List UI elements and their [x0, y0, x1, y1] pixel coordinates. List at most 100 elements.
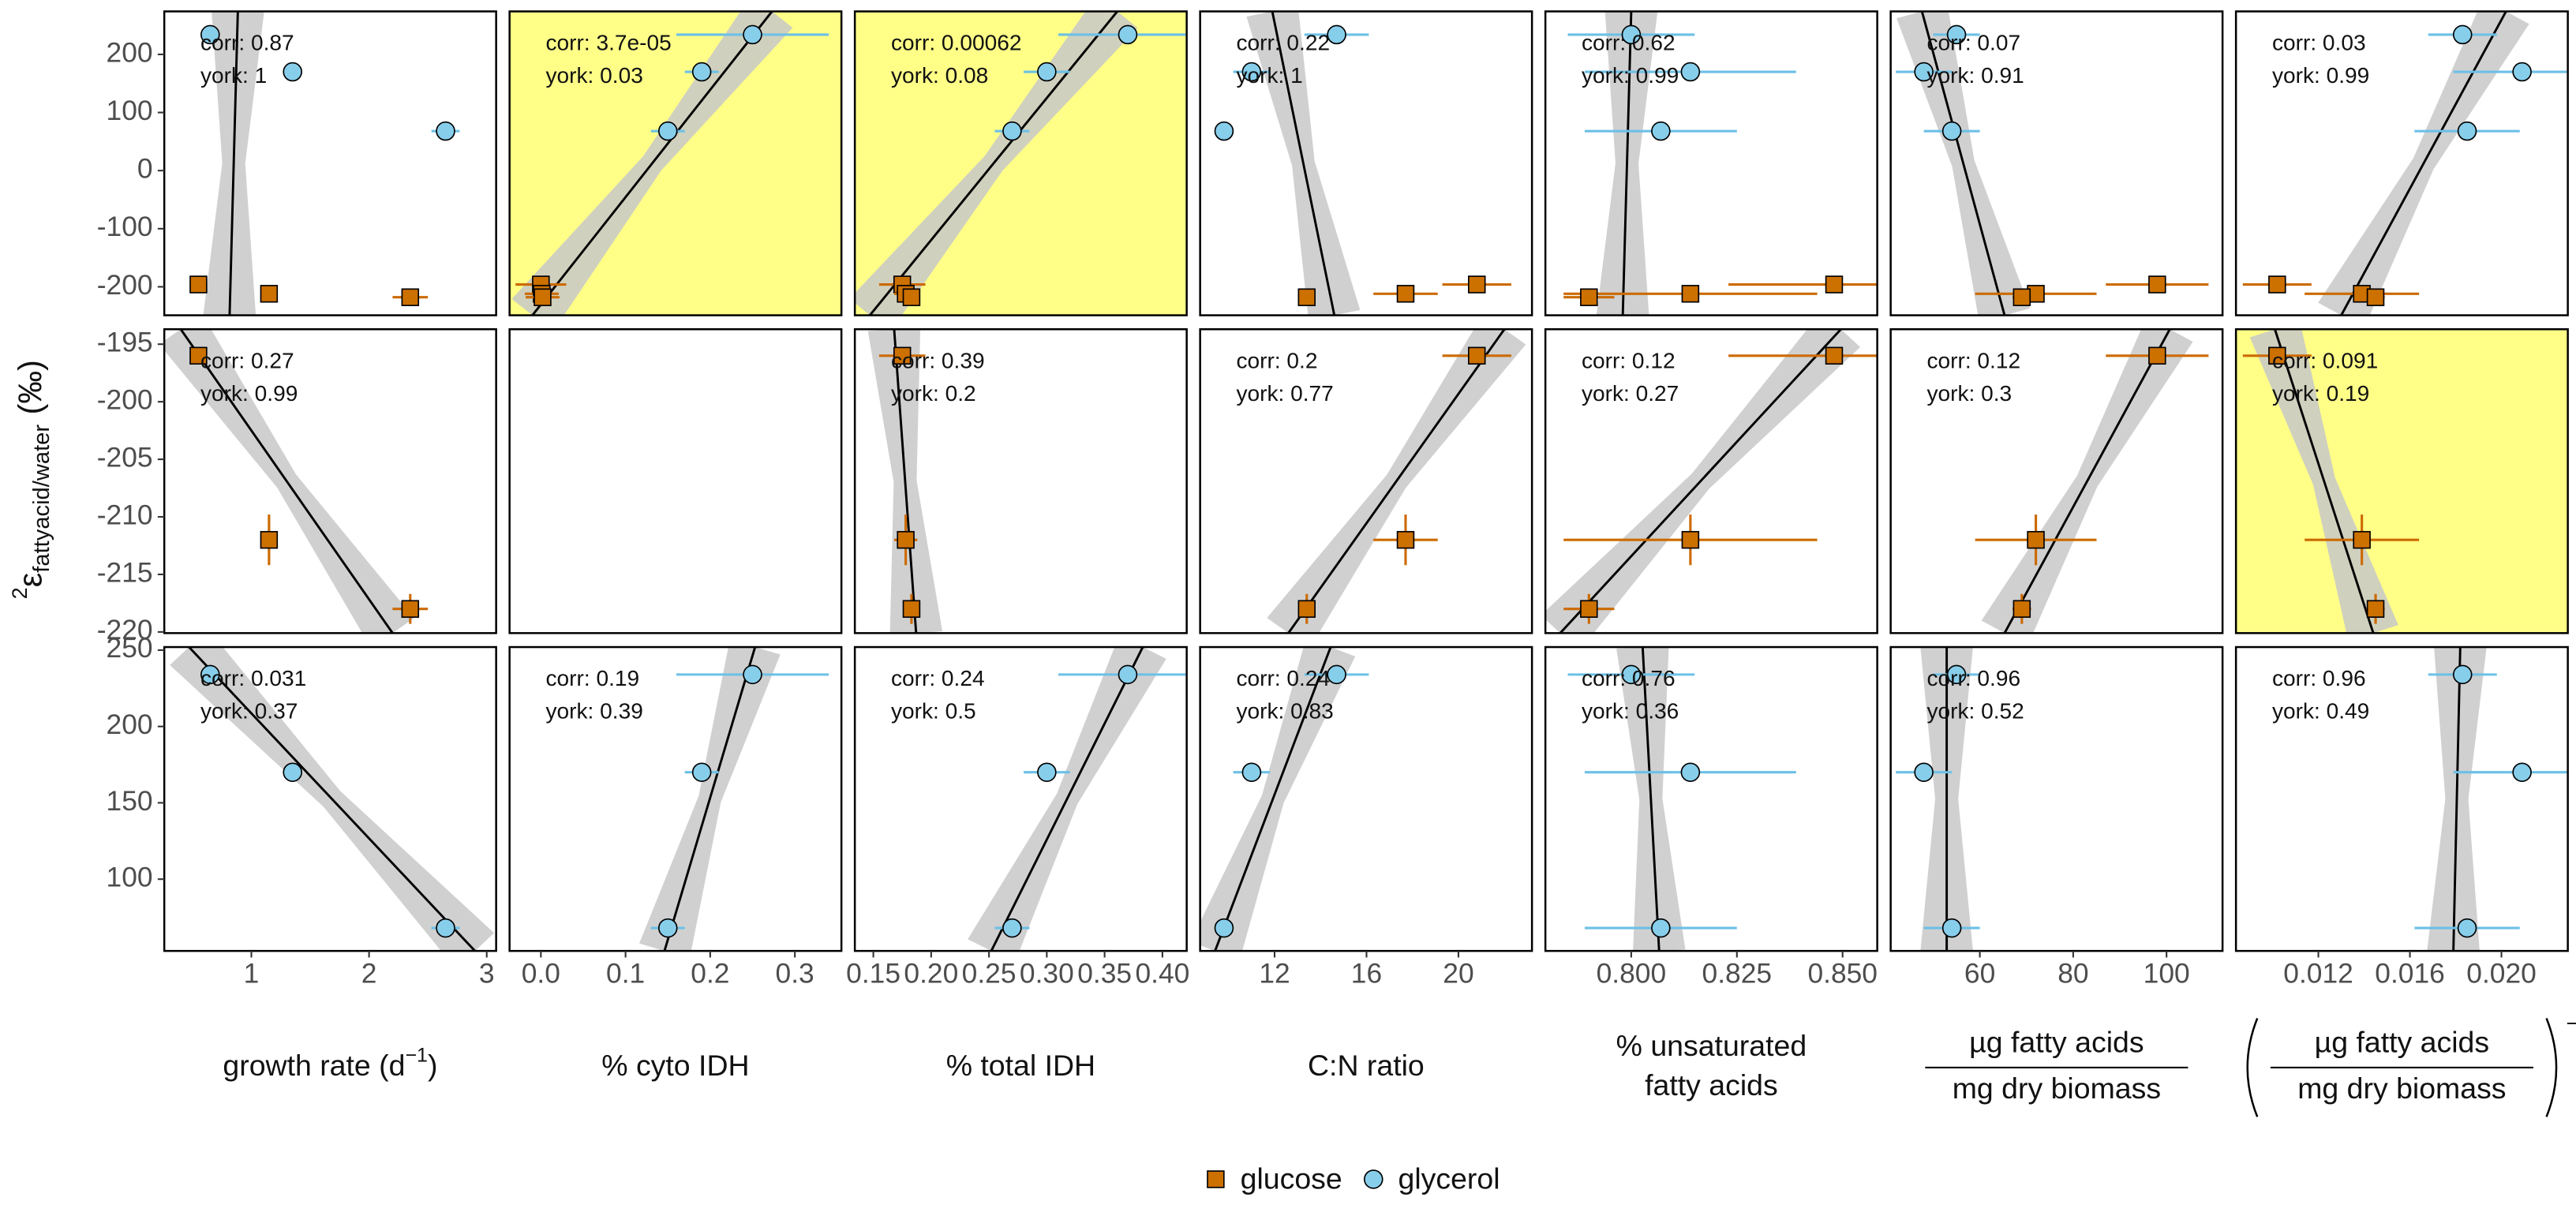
panel — [1200, 647, 1369, 952]
point — [2148, 275, 2166, 294]
x-tick-label: 0.2 — [691, 959, 729, 989]
corr-label: corr: 0.12 — [1926, 348, 2020, 372]
y-tick-label: 100 — [107, 862, 153, 893]
york-label: york: 0.99 — [2272, 63, 2369, 88]
point — [2148, 346, 2166, 365]
point — [1297, 600, 1316, 618]
x-tick-label: 0.20 — [904, 959, 958, 989]
panel — [1214, 11, 1511, 316]
point — [189, 346, 208, 365]
point — [657, 918, 678, 938]
y-tick-label: -220 — [97, 615, 153, 645]
point — [1681, 285, 1700, 303]
york-label: york: 0.91 — [1926, 63, 2024, 88]
york-label: york: 0.52 — [1926, 699, 2024, 724]
x-tick-label: 0.825 — [1702, 959, 1773, 989]
panel — [867, 329, 943, 634]
point — [1680, 62, 1701, 82]
point — [1327, 24, 1346, 45]
panel — [855, 11, 1187, 316]
panel-background — [1545, 11, 1878, 316]
corr-label: corr: 0.07 — [1926, 31, 2020, 55]
point — [902, 600, 921, 618]
panel — [1545, 329, 1878, 634]
point — [1241, 62, 1262, 82]
corr-label: corr: 0.2 — [1236, 348, 1317, 372]
corr-label: corr: 0.62 — [1582, 31, 1676, 55]
corr-label: corr: 0.03 — [2272, 31, 2366, 55]
panel — [1563, 11, 1878, 316]
y-tick-label: -100 — [97, 211, 153, 242]
point — [691, 62, 712, 82]
point — [1214, 121, 1234, 141]
y-tick-label: -205 — [97, 442, 153, 473]
point — [200, 664, 220, 685]
panel-border — [163, 10, 497, 316]
y-tick-label: -215 — [97, 557, 153, 588]
fit-line — [1559, 329, 1842, 634]
panel — [164, 329, 429, 634]
point — [2457, 918, 2477, 938]
panel — [968, 647, 1187, 952]
panel — [1567, 647, 1796, 952]
point — [189, 275, 208, 294]
corr-label: corr: 0.76 — [1582, 666, 1676, 690]
point — [2027, 530, 2045, 549]
x-label-text: % cyto IDH — [601, 1049, 749, 1082]
x-axis-label: % unsaturated — [1616, 1029, 1807, 1062]
legend-marker — [1207, 1170, 1225, 1188]
x-label-exponent: −1 — [2567, 1012, 2576, 1035]
york-label: york: 0.83 — [1236, 699, 1333, 724]
x-tick-label: 0.1 — [606, 959, 645, 989]
point — [2353, 530, 2371, 549]
panel-background — [1545, 647, 1878, 952]
x-tick-label: 0.3 — [776, 959, 814, 989]
fit-line — [663, 647, 757, 952]
corr-label: corr: 0.12 — [1582, 348, 1676, 372]
x-tick-label: 16 — [1351, 959, 1382, 989]
corr-label: corr: 0.00062 — [891, 31, 1022, 55]
point — [2457, 121, 2477, 141]
panel-border — [1544, 10, 1878, 316]
point — [902, 288, 921, 306]
fit-line — [531, 11, 773, 316]
fit-line — [869, 11, 1118, 316]
panel-border — [1544, 645, 1878, 952]
fit-line — [1214, 647, 1332, 952]
point — [1241, 762, 1262, 783]
x-tick-label: 0.15 — [846, 959, 900, 989]
point — [2512, 762, 2532, 783]
x-axis-label: growth rate (d−1) — [223, 1044, 437, 1082]
panel — [1267, 329, 1526, 634]
point — [1946, 664, 1967, 685]
point — [1396, 285, 1415, 303]
x-tick-label: 3 — [479, 959, 495, 989]
panel — [189, 11, 460, 316]
y-tick-label: 250 — [107, 633, 153, 664]
point — [1681, 530, 1700, 549]
point — [2452, 664, 2473, 685]
point — [260, 285, 279, 303]
y-tick-label: 100 — [107, 95, 153, 126]
york-label: york: 0.27 — [1582, 381, 1679, 406]
panel-border — [853, 327, 1188, 634]
point — [2366, 600, 2385, 618]
panel-border — [508, 645, 843, 952]
confidence-band — [1200, 647, 1356, 952]
panel — [639, 647, 829, 952]
fit-line — [1920, 11, 2006, 316]
point — [657, 121, 678, 141]
point — [436, 918, 455, 938]
fit-line — [893, 329, 918, 634]
panel-background — [2236, 11, 2568, 316]
x-tick-label: 2 — [361, 959, 377, 989]
york-label: york: 0.49 — [2272, 699, 2369, 724]
panel-border — [2234, 327, 2569, 634]
point — [1118, 24, 1138, 45]
legend-label: glycerol — [1398, 1162, 1500, 1195]
panel-border — [1889, 10, 2224, 316]
fit-line — [1287, 329, 1506, 634]
x-tick-label: 0.40 — [1135, 959, 1189, 989]
fit-line — [990, 647, 1144, 952]
